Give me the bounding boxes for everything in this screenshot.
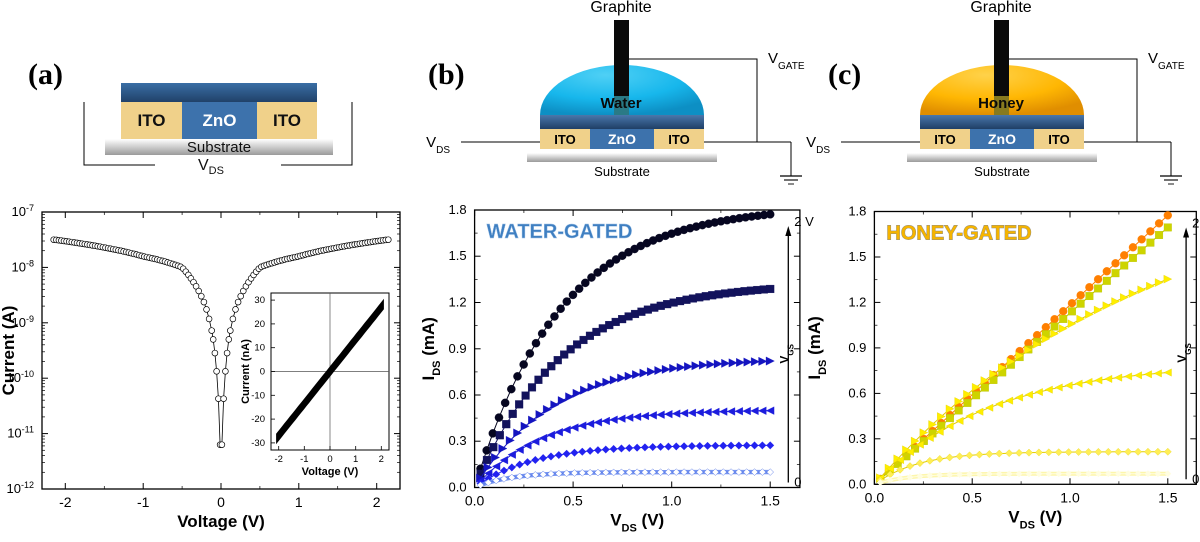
svg-text:Current (A): Current (A) [0,306,18,396]
svg-text:Voltage (V): Voltage (V) [177,512,265,531]
svg-text:0.3: 0.3 [449,433,467,448]
svg-text:0: 0 [327,454,332,465]
svg-text:1.2: 1.2 [848,294,866,309]
svg-text:-10: -10 [251,390,265,401]
svg-text:1.8: 1.8 [848,204,866,219]
svg-text:0.0: 0.0 [865,489,885,505]
svg-text:-20: -20 [251,414,265,425]
svg-text:-1: -1 [137,494,150,510]
svg-text:IDS (mA): IDS (mA) [420,317,443,380]
svg-text:Voltage (V): Voltage (V) [302,466,359,478]
svg-text:0.0: 0.0 [465,493,485,509]
svg-text:0.3: 0.3 [848,431,866,446]
svg-text:10-12: 10-12 [7,480,34,496]
svg-text:0.9: 0.9 [848,340,866,355]
svg-text:Current (nA): Current (nA) [240,339,252,404]
svg-text:VDS (V): VDS (V) [610,511,664,535]
svg-text:-30: -30 [251,438,265,449]
svg-text:-2: -2 [59,494,72,510]
svg-text:-2: -2 [274,454,282,465]
svg-text:1.0: 1.0 [662,493,682,509]
svg-text:2 V: 2 V [1192,216,1200,231]
svg-text:2: 2 [379,454,384,465]
svg-text:20: 20 [254,319,265,330]
svg-text:VGS: VGS [1175,342,1193,362]
svg-text:0.5: 0.5 [563,493,583,509]
svg-text:10-11: 10-11 [7,425,34,441]
svg-text:0.5: 0.5 [962,489,982,505]
svg-text:HONEY-GATED: HONEY-GATED [886,223,1031,245]
svg-text:1.5: 1.5 [848,249,866,264]
svg-text:WATER-GATED: WATER-GATED [487,221,633,243]
svg-text:1.2: 1.2 [449,295,467,310]
svg-text:1: 1 [353,454,358,465]
svg-text:0: 0 [217,494,225,510]
svg-text:-1: -1 [300,454,308,465]
svg-text:0.9: 0.9 [449,341,467,356]
svg-text:VGS: VGS [777,343,795,363]
svg-text:VDS (V): VDS (V) [1008,507,1062,531]
svg-text:1.5: 1.5 [1158,489,1178,505]
svg-text:0: 0 [1192,471,1199,486]
svg-text:10-8: 10-8 [12,258,34,274]
svg-text:1.8: 1.8 [449,202,467,217]
svg-text:10-7: 10-7 [12,203,34,219]
svg-text:10: 10 [254,343,265,354]
svg-text:1: 1 [295,494,303,510]
svg-text:2: 2 [373,494,381,510]
svg-text:1.0: 1.0 [1060,489,1080,505]
svg-text:1.5: 1.5 [760,493,780,509]
svg-text:0: 0 [260,367,265,378]
svg-text:30: 30 [254,295,265,306]
svg-text:0.6: 0.6 [449,387,467,402]
svg-text:0.6: 0.6 [848,385,866,400]
svg-text:1.5: 1.5 [449,248,467,263]
svg-text:IDS (mA): IDS (mA) [805,316,829,379]
